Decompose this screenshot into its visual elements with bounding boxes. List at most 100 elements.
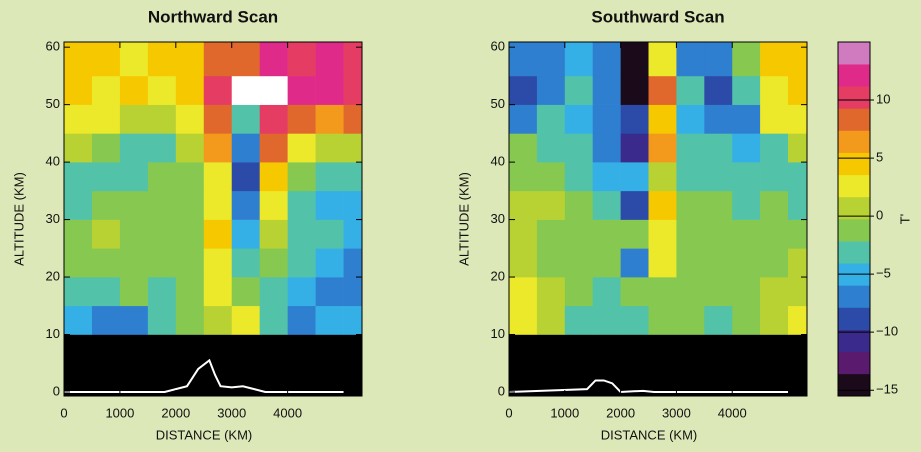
heatmap-cell <box>509 305 538 335</box>
heatmap-cell <box>231 219 260 249</box>
heatmap-cell <box>287 305 316 335</box>
heatmap-cell <box>648 104 677 134</box>
heatmap-cell <box>287 219 316 249</box>
x-tick-label: 4000 <box>273 405 302 420</box>
heatmap-cell <box>676 305 705 335</box>
heatmap-cell <box>259 162 288 192</box>
heatmap-cell <box>343 190 363 220</box>
heatmap-cell <box>315 277 344 307</box>
heatmap-cell <box>704 277 733 307</box>
heatmap-cell <box>592 219 621 249</box>
heatmap-cell <box>64 104 93 134</box>
heatmap-cell <box>732 305 761 335</box>
heatmap-cell <box>203 104 233 134</box>
heatmap-cell <box>231 162 260 192</box>
heatmap-cell <box>509 219 538 249</box>
y-tick-label: 60 <box>46 39 60 54</box>
x-tick-label: 4000 <box>718 405 747 420</box>
y-tick-label: 30 <box>491 211 505 226</box>
heatmap-cell <box>676 133 705 163</box>
heatmap-cell <box>287 75 316 105</box>
heatmap-cell <box>91 248 121 278</box>
heatmap-cell <box>788 277 808 307</box>
heatmap-cell <box>648 190 677 220</box>
color-band <box>838 42 870 65</box>
heatmap-cell <box>564 277 594 307</box>
y-tick-label: 50 <box>46 96 60 111</box>
heatmap-cell <box>536 277 566 307</box>
color-band <box>838 174 870 198</box>
heatmap-cell <box>564 190 594 220</box>
color-band <box>838 196 870 220</box>
heatmap-cell <box>147 277 177 307</box>
heatmap-cell <box>231 277 260 307</box>
heatmap-cell <box>732 75 761 105</box>
heatmap-cell <box>760 133 789 163</box>
heatmap-cell <box>536 133 566 163</box>
plot <box>508 42 808 396</box>
heatmap-cell <box>564 133 594 163</box>
color-band <box>838 285 870 308</box>
heatmap-cell <box>760 75 789 105</box>
heatmap-cell <box>119 277 149 307</box>
y-tick-label: 0 <box>53 383 60 398</box>
heatmap-cell <box>704 190 733 220</box>
heatmap-cell <box>119 248 149 278</box>
heatmap-cell <box>536 42 566 77</box>
heatmap-cell <box>564 104 594 134</box>
heatmap-cell <box>592 75 621 105</box>
heatmap-cell <box>620 42 649 77</box>
heatmap-cell <box>760 305 789 335</box>
heatmap-cell <box>760 42 789 77</box>
heatmap-cell <box>704 42 733 77</box>
x-tick-label: 1000 <box>550 405 579 420</box>
heatmap-cell <box>287 133 316 163</box>
heatmap-cell <box>536 219 566 249</box>
heatmap-cell <box>64 190 93 220</box>
colorbar-tick-label: 10 <box>876 91 890 106</box>
colorbar-frame <box>837 41 871 397</box>
terrain-background <box>509 334 807 396</box>
heatmap-cell <box>509 42 538 77</box>
heatmap-cell <box>64 75 93 105</box>
y-tick-label: 60 <box>491 39 505 54</box>
heatmap-cell <box>203 277 233 307</box>
plot <box>64 42 363 396</box>
heatmap-cell <box>119 190 149 220</box>
heatmap-cell <box>620 162 649 192</box>
heatmap-cell <box>119 133 149 163</box>
heatmap-cell <box>620 104 649 134</box>
heatmap-cell <box>592 42 621 77</box>
color-band <box>838 373 870 397</box>
heatmap-cell <box>119 219 149 249</box>
heatmap-cell <box>91 219 121 249</box>
heatmap-cell <box>259 277 288 307</box>
color-band <box>838 64 870 87</box>
heatmap-cell <box>203 133 233 163</box>
heatmap-cell <box>203 162 233 192</box>
heatmap-cell <box>119 42 149 77</box>
y-axis-label: ALTITUDE (KM) <box>456 172 471 266</box>
heatmap-cell <box>509 104 538 134</box>
heatmap-cell <box>564 248 594 278</box>
heatmap-cell <box>620 133 649 163</box>
heatmap-cell <box>203 42 233 77</box>
heatmap-cell <box>732 219 761 249</box>
heatmap-cell <box>788 219 808 249</box>
heatmap-cell <box>760 277 789 307</box>
heatmap-cell <box>147 133 177 163</box>
heatmap-cell <box>676 162 705 192</box>
heatmap-cell <box>704 305 733 335</box>
x-tick-label: 3000 <box>662 405 691 420</box>
heatmap-cell <box>592 305 621 335</box>
heatmap-cell <box>592 162 621 192</box>
heatmap-cell <box>175 104 205 134</box>
heatmap-cell <box>676 104 705 134</box>
heatmap-cell <box>203 75 233 105</box>
chart-title: Southward Scan <box>591 7 724 26</box>
heatmap-cell <box>64 277 93 307</box>
heatmap-cell <box>315 305 344 335</box>
y-tick-label: 10 <box>46 326 60 341</box>
y-axis-label: ALTITUDE (KM) <box>11 172 26 266</box>
